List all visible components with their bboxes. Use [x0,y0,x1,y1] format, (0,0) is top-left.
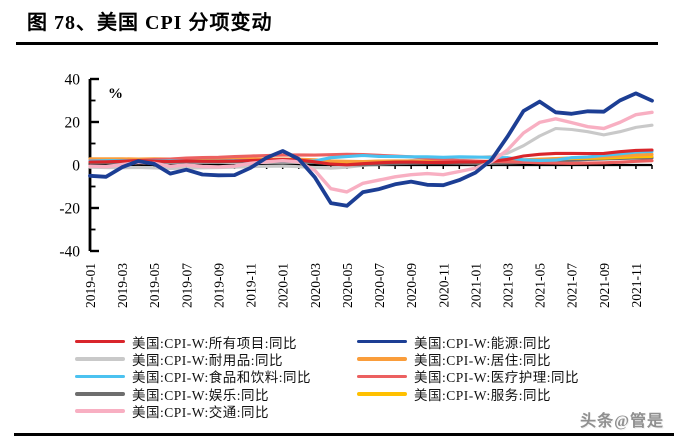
legend-label: 美国:CPI-W:服务:同比 [414,387,551,403]
legend-item: 美国:CPI-W:食品和饮料:同比 [75,368,311,385]
legend-label: 美国:CPI-W:交通:同比 [132,405,269,421]
x-axis-tick-label: 2019-03 [115,263,130,308]
x-axis-tick-label: 2020-05 [340,263,355,308]
x-axis-tick-label: 2019-07 [179,263,194,308]
y-axis-tick-label: -40 [59,244,80,261]
series-line-美国:CPI-W:所有项目:同比 [88,148,654,167]
x-axis-tick-label: 2019-09 [211,263,226,308]
legend-swatch [75,409,125,414]
x-axis-tick-label: 2019-11 [244,263,259,308]
legend-swatch [75,339,125,344]
legend-item: 美国:CPI-W:交通:同比 [75,403,311,420]
y-axis-tick-label: -20 [59,201,80,218]
series-line-美国:CPI-W:能源:同比 [88,91,654,208]
x-axis-tick-label: 2019-05 [147,263,162,308]
title-divider [16,42,658,45]
legend-label: 美国:CPI-W:居住:同比 [414,353,551,369]
legend-item: 美国:CPI-W:居住:同比 [357,350,579,369]
x-axis-tick-label: 2020-01 [276,263,291,308]
legend-swatch [75,392,125,396]
x-axis-tick-label: 2021-03 [500,263,515,308]
y-axis-tick-label: 20 [65,115,81,132]
y-axis-unit-label: % [108,86,123,102]
x-axis-tick-label: 2020-11 [436,263,451,308]
legend-column-2: 美国:CPI-W:能源:同比 美国:CPI-W:居住:同比 美国:CPI-W:医疗护… [357,333,579,403]
legend-item: 美国:CPI-W:娱乐:同比 [75,385,311,403]
x-axis-tick-label: 2021-01 [468,263,483,308]
x-axis-tick-label: 2021-07 [565,263,580,308]
legend-item: 美国:CPI-W:所有项目:同比 [75,333,311,351]
cpi-line-chart: 40 20 0 -20 -40% 2019-01 2019-03 2019-05 2019-07… [0,46,680,338]
x-axis-tick-label: 2021-11 [629,263,644,308]
legend-swatch [75,357,125,361]
legend-swatch [357,392,407,396]
x-axis-tick-label: 2020-07 [372,263,387,308]
y-axis-tick-label: 0 [72,158,80,175]
legend-swatch [357,339,407,344]
legend-label: 美国:CPI-W:所有项目:同比 [132,335,297,351]
legend-swatch [357,357,407,361]
legend-swatch [357,374,407,379]
legend-label: 美国:CPI-W:能源:同比 [414,335,551,351]
legend-item: 美国:CPI-W:医疗护理:同比 [357,368,579,385]
legend-item: 美国:CPI-W:服务:同比 [357,385,579,403]
legend-item: 美国:CPI-W:能源:同比 [357,333,579,351]
figure-title: 图 78、美国 CPI 分项变动 [27,12,273,34]
legend-label: 美国:CPI-W:医疗护理:同比 [414,370,579,386]
chart-legend: 美国:CPI-W:所有项目:同比 美国:CPI-W:耐用品:同比 美国:CPI-W:… [0,333,680,428]
series-line-美国:CPI-W:交通:同比 [88,110,654,194]
legend-label: 美国:CPI-W:食品和饮料:同比 [132,370,311,386]
x-axis-tick-label: 2020-03 [308,263,323,308]
x-axis-tick-label: 2020-09 [404,263,419,308]
legend-column-1: 美国:CPI-W:所有项目:同比 美国:CPI-W:耐用品:同比 美国:CPI-W:… [75,333,311,420]
watermark: 头条@管是 [580,413,664,430]
bottom-divider [14,433,674,436]
x-axis-tick-label: 2021-05 [533,263,548,308]
x-axis-tick-label: 2021-09 [597,263,612,308]
y-axis-tick-label: 40 [65,72,81,89]
legend-label: 美国:CPI-W:娱乐:同比 [132,387,269,403]
legend-swatch [75,374,125,379]
legend-label: 美国:CPI-W:耐用品:同比 [132,353,283,369]
legend-item: 美国:CPI-W:耐用品:同比 [75,350,311,369]
x-axis-tick-label: 2019-01 [83,263,98,308]
